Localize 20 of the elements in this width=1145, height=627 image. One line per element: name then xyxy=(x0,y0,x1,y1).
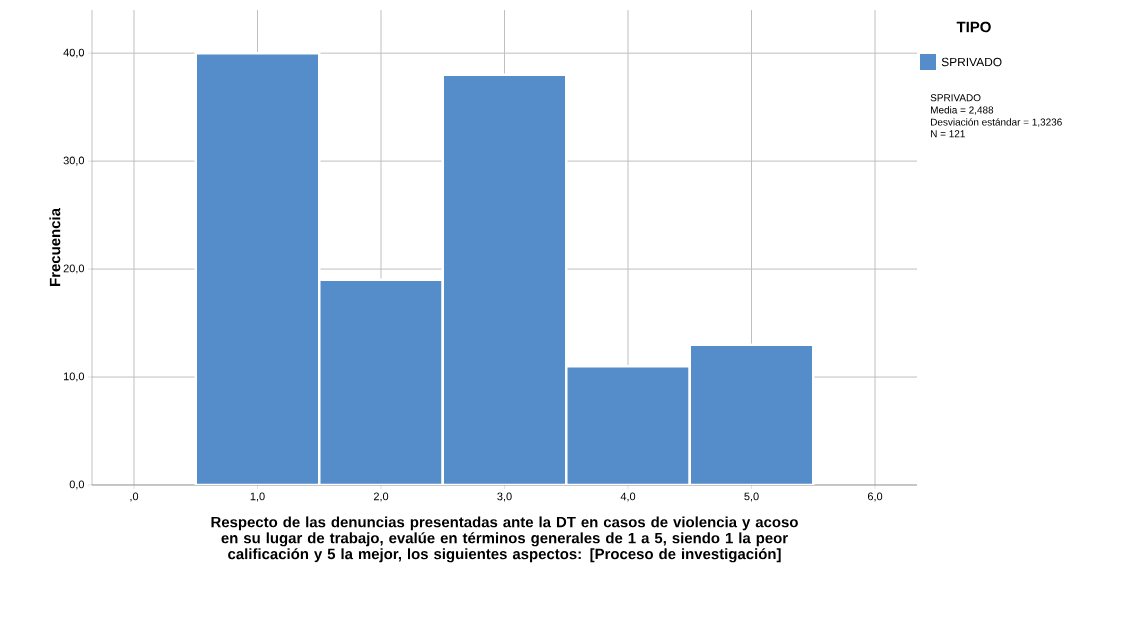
text: SPRIVADO xyxy=(930,94,981,102)
y-tick-label: 40,0 xyxy=(63,48,85,58)
y-tick-label: 30,0 xyxy=(63,156,85,166)
y-tick-label: 0,0 xyxy=(69,480,85,490)
x-axis-title: Respecto de las denuncias presentadas ante la DT en casos de violencia y acoso en su lugar de trabajo, evalúe en términos generales de 1 a 5, siendo 1 la peor calificación y 5 la mejor, los siguientes aspectos: [Proceso de investigación] xyxy=(211,516,798,563)
text: N = 121 xyxy=(931,130,965,138)
x-tick-label: 6,0 xyxy=(867,492,883,502)
x-tick-label: 2,0 xyxy=(373,492,389,502)
x-tick-label: 4,0 xyxy=(620,492,636,502)
legend-label: SPRIVADO xyxy=(941,57,1002,67)
text: Desviación estándar = 1,3236 xyxy=(931,118,1062,127)
text: Media = 2,488 xyxy=(931,106,994,115)
x-tick-label: 3,0 xyxy=(497,492,512,502)
x-tick-label: ,0 xyxy=(130,492,139,502)
y-tick-label: 10,0 xyxy=(63,372,85,382)
x-tick-label: 5,0 xyxy=(744,492,759,502)
x-tick-label: 1,0 xyxy=(250,492,265,502)
y-axis-title: Frecuencia xyxy=(49,207,61,286)
y-tick-label: 20,0 xyxy=(63,264,85,274)
legend-title: TIPO xyxy=(956,21,991,33)
